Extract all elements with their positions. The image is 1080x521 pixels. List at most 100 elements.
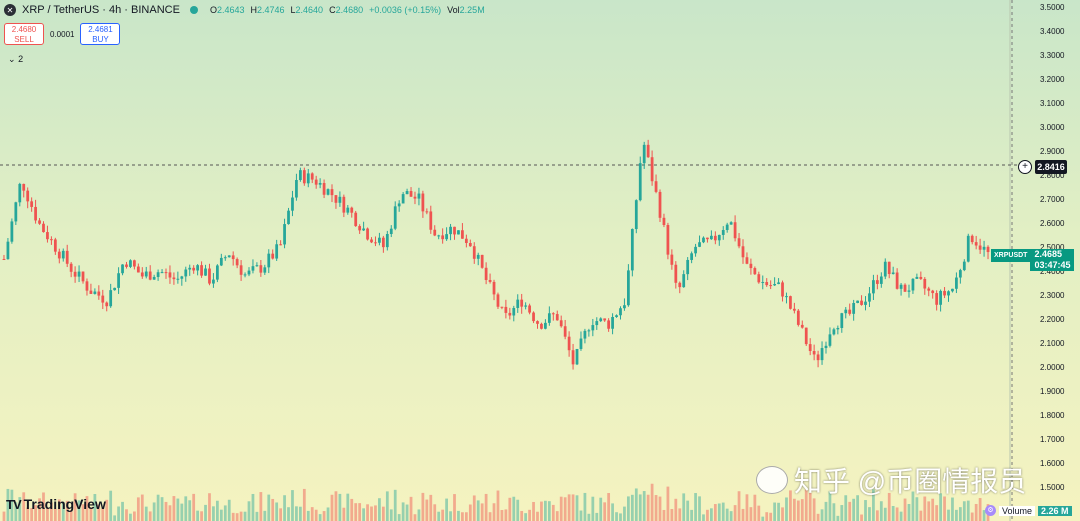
- candle-body: [291, 197, 294, 211]
- candle-body: [326, 189, 330, 195]
- volume-bar: [97, 504, 101, 521]
- candle-body: [306, 173, 310, 184]
- trade-buttons: 2.4680 SELL 0.0001 2.4681 BUY: [4, 23, 121, 45]
- volume-bar: [61, 502, 65, 521]
- volume-bar: [512, 496, 516, 521]
- candle-body: [555, 314, 559, 321]
- candle-body: [642, 144, 646, 164]
- candle-body: [559, 320, 563, 327]
- candle-body: [156, 272, 160, 277]
- candle-body: [982, 246, 986, 250]
- volume-bar: [686, 500, 690, 521]
- candle-body: [6, 241, 10, 260]
- candle-body: [275, 244, 279, 259]
- candle-body: [536, 321, 539, 324]
- candle-body: [599, 318, 603, 322]
- volume-bar: [306, 510, 310, 521]
- candle-body: [50, 239, 53, 241]
- volume-bar: [508, 497, 512, 521]
- candle-body: [579, 338, 583, 349]
- y-tick-label: 3.5000: [1040, 3, 1065, 12]
- volume-bar: [627, 496, 630, 521]
- volume-bar: [30, 508, 34, 521]
- candle-body: [848, 309, 852, 314]
- y-tick-label: 2.7000: [1040, 195, 1065, 204]
- candle-body: [140, 272, 144, 277]
- volume-bar: [757, 505, 761, 521]
- volume-bar: [654, 495, 658, 521]
- candle-body: [595, 321, 599, 326]
- volume-bar: [864, 500, 867, 521]
- candle-body: [958, 270, 962, 278]
- candle-body: [354, 212, 358, 227]
- candle-body: [405, 191, 409, 195]
- candle-body: [678, 282, 682, 288]
- volume-bar: [611, 503, 614, 521]
- candle-body: [18, 183, 22, 203]
- volume-bar: [595, 512, 599, 521]
- candle-body: [216, 265, 219, 280]
- candle-body: [832, 329, 836, 335]
- candle-body: [761, 282, 765, 284]
- symbol-title[interactable]: XRP / TetherUS · 4h · BINANCE: [22, 4, 180, 16]
- volume-bar: [287, 507, 290, 521]
- volume-bar: [781, 507, 784, 521]
- candle-body: [532, 312, 535, 322]
- candle-body: [73, 271, 77, 277]
- candle-body: [239, 265, 243, 275]
- volume-bar: [875, 510, 879, 521]
- wechat-icon: [756, 466, 788, 494]
- volume-bar: [437, 511, 441, 521]
- volume-bar: [966, 500, 970, 521]
- candle-body: [820, 348, 824, 361]
- candle-body: [607, 320, 611, 329]
- volume-bar: [587, 513, 591, 521]
- candle-body: [57, 251, 61, 259]
- candle-body: [899, 284, 903, 289]
- volume-bar: [6, 488, 10, 521]
- candle-body: [350, 207, 354, 213]
- add-alert-plus-icon[interactable]: +: [1018, 160, 1032, 174]
- volume-bar: [559, 496, 563, 521]
- candle-body: [263, 267, 267, 273]
- candle-body: [38, 220, 41, 224]
- candle-body: [496, 294, 500, 307]
- volume-bar: [421, 492, 425, 521]
- candle-body: [670, 254, 674, 265]
- candle-body: [666, 224, 670, 255]
- candle-body: [164, 272, 168, 274]
- volume-bar: [638, 494, 642, 521]
- volume-bar: [342, 507, 346, 521]
- y-tick-label: 3.1000: [1040, 99, 1065, 108]
- tradingview-logo[interactable]: TV TradingView: [6, 496, 106, 512]
- candle-body: [208, 268, 211, 284]
- candle-body: [417, 193, 421, 199]
- candle-body: [85, 281, 89, 291]
- candle-body: [30, 201, 34, 207]
- volume-bar: [73, 493, 77, 521]
- volume-bar: [57, 499, 61, 521]
- indicators-toggle[interactable]: ⌄ 2: [8, 54, 24, 64]
- volume-bar: [457, 510, 460, 521]
- candle-body: [955, 277, 958, 289]
- volume-bar: [583, 492, 587, 521]
- change-value: +0.0036 (+0.15%): [369, 5, 442, 15]
- volume-bar: [235, 513, 239, 521]
- sell-button[interactable]: 2.4680 SELL: [4, 23, 44, 45]
- candle-body: [148, 271, 152, 280]
- last-price-label: XRPUSDT 2.4685 03:47:45: [991, 249, 1075, 271]
- buy-button[interactable]: 2.4681 BUY: [80, 23, 121, 45]
- candle-body: [551, 313, 555, 315]
- settings-icon[interactable]: ⚙: [985, 505, 996, 516]
- candle-body: [923, 278, 927, 289]
- candle-body: [789, 296, 792, 309]
- candle-body: [22, 183, 26, 191]
- candle-body: [887, 261, 891, 275]
- candle-body: [654, 181, 658, 192]
- candle-body: [856, 300, 859, 303]
- volume-bar: [520, 510, 524, 521]
- last-price-value: 2.4685: [1034, 249, 1062, 259]
- volume-bar: [970, 512, 974, 521]
- volume-bar: [646, 494, 650, 521]
